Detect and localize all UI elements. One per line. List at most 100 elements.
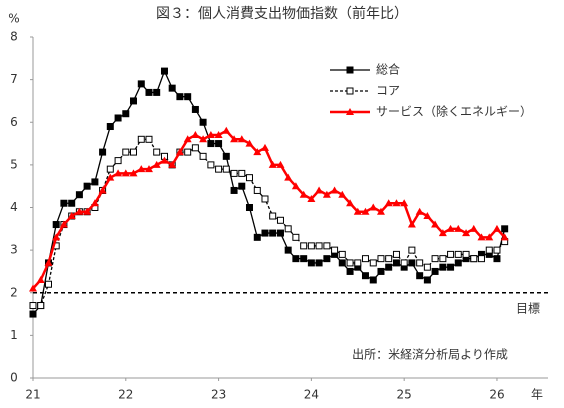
- chart-title: 図３：個人消費支出物価指数（前年比）: [156, 5, 408, 22]
- point: [222, 165, 230, 173]
- point: [415, 207, 424, 215]
- point: [447, 250, 455, 258]
- y-tick-label: 6: [10, 115, 18, 129]
- point: [346, 267, 354, 275]
- point: [407, 220, 416, 228]
- point: [207, 161, 215, 169]
- point: [338, 259, 346, 267]
- y-tick-label: 0: [10, 371, 18, 385]
- point: [269, 212, 277, 220]
- point: [83, 207, 92, 215]
- point: [261, 195, 269, 203]
- x-tick-label: 25: [397, 388, 412, 402]
- point: [99, 148, 107, 156]
- x-tick-label: 23: [211, 388, 226, 402]
- point: [137, 80, 145, 88]
- point: [106, 173, 115, 181]
- x-axis-label: 年: [531, 388, 543, 402]
- point: [438, 229, 447, 237]
- point: [454, 259, 462, 267]
- point: [44, 280, 52, 288]
- point: [75, 207, 84, 215]
- point: [315, 259, 323, 267]
- point: [353, 207, 362, 215]
- point: [276, 216, 284, 224]
- point: [322, 190, 331, 198]
- point: [400, 259, 408, 267]
- point: [493, 246, 501, 254]
- point: [106, 123, 114, 131]
- y-tick-label: 2: [10, 285, 18, 299]
- point: [462, 229, 471, 237]
- legend-marker: [346, 108, 354, 115]
- point: [307, 242, 315, 250]
- point: [184, 93, 192, 101]
- point: [160, 156, 169, 164]
- point: [230, 135, 239, 143]
- point: [137, 165, 146, 173]
- point: [369, 259, 377, 267]
- point: [206, 131, 215, 139]
- point: [199, 152, 207, 160]
- point: [469, 224, 478, 232]
- point: [253, 148, 262, 156]
- point: [129, 97, 137, 105]
- point: [439, 263, 447, 271]
- point: [261, 229, 269, 237]
- point: [83, 182, 91, 190]
- point: [114, 157, 122, 165]
- point: [114, 114, 122, 122]
- point: [152, 160, 161, 168]
- point: [338, 190, 347, 198]
- point: [323, 255, 331, 263]
- point: [384, 199, 393, 207]
- point: [331, 246, 339, 254]
- point: [361, 207, 370, 215]
- point: [175, 148, 184, 156]
- point: [291, 182, 300, 190]
- point: [300, 242, 308, 250]
- point: [191, 131, 200, 139]
- point: [276, 160, 285, 168]
- point: [307, 259, 315, 267]
- x-tick-label: 21: [25, 388, 40, 402]
- point: [106, 165, 114, 173]
- point: [423, 276, 431, 284]
- point: [354, 259, 362, 267]
- point: [253, 233, 261, 241]
- point: [361, 255, 369, 263]
- point: [462, 250, 470, 258]
- y-tick-label: 7: [10, 72, 18, 86]
- point: [245, 174, 253, 182]
- point: [385, 263, 393, 271]
- point: [361, 272, 369, 280]
- point: [431, 255, 439, 263]
- point: [392, 259, 400, 267]
- point: [260, 143, 269, 151]
- point: [60, 199, 68, 207]
- point: [52, 221, 60, 229]
- point: [145, 135, 153, 143]
- point: [145, 88, 153, 96]
- point: [29, 302, 37, 310]
- point: [446, 224, 455, 232]
- point: [470, 255, 478, 263]
- point: [75, 191, 83, 199]
- point: [292, 233, 300, 241]
- point: [168, 160, 177, 168]
- point: [245, 204, 253, 211]
- point: [199, 135, 208, 143]
- point: [500, 233, 509, 241]
- point: [160, 67, 168, 75]
- point: [439, 255, 447, 263]
- point: [423, 263, 431, 271]
- y-tick-label: 5: [10, 157, 18, 171]
- point: [493, 255, 501, 263]
- point: [292, 255, 300, 263]
- y-tick-label: 1: [10, 328, 18, 342]
- point: [284, 225, 292, 233]
- point: [184, 148, 192, 156]
- point: [423, 212, 432, 220]
- point: [238, 182, 246, 190]
